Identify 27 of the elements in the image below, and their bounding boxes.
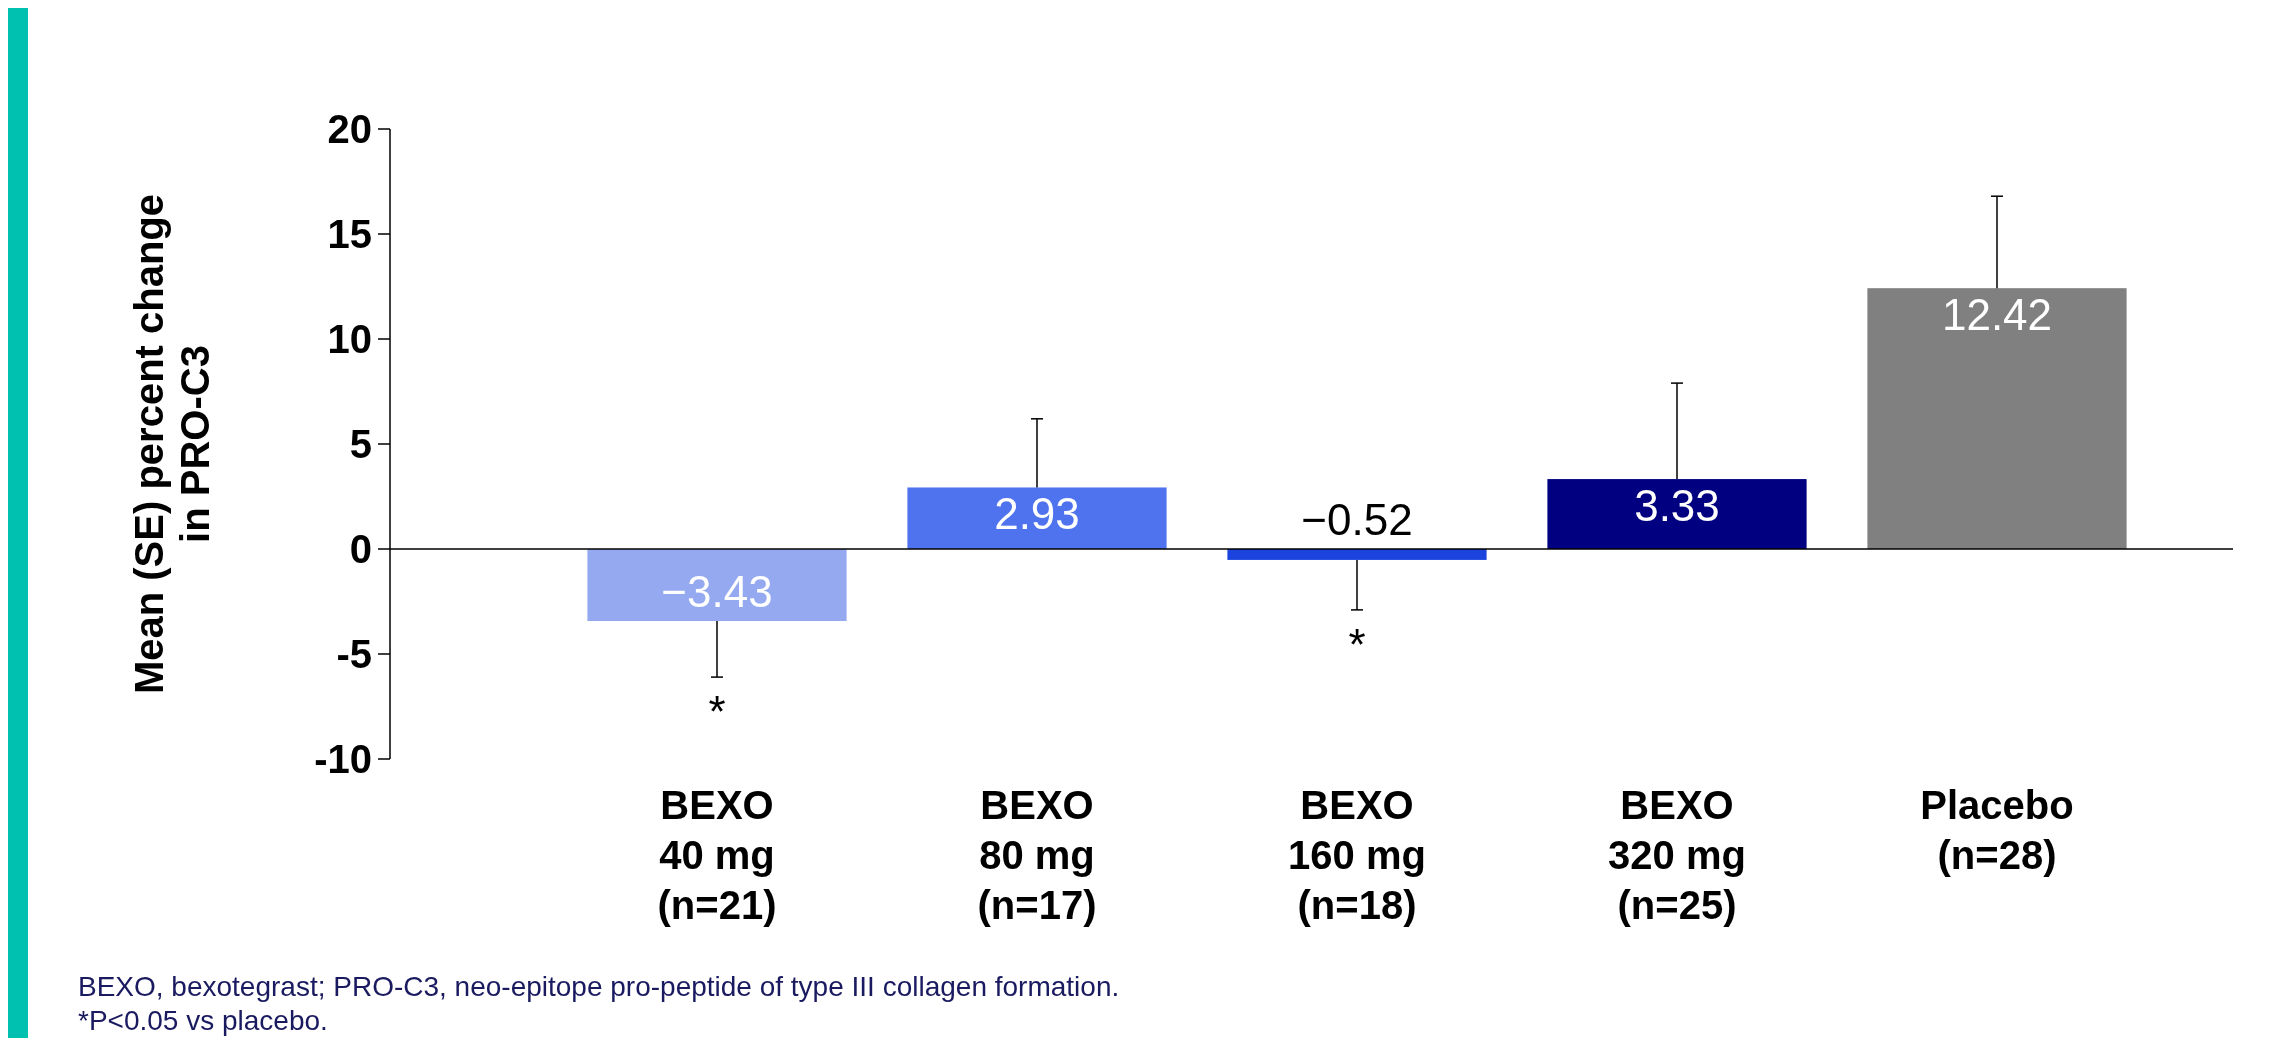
data-label: 2.93 xyxy=(994,489,1080,539)
y-tick-label: 20 xyxy=(327,107,372,151)
text: *P<0.05 vs placebo. xyxy=(78,1005,328,1036)
bar xyxy=(1227,549,1487,560)
data-label: 3.33 xyxy=(1634,481,1720,531)
y-tick-label: 0 xyxy=(349,527,372,571)
y-tick-label: -5 xyxy=(336,632,372,676)
bar xyxy=(1547,479,1807,549)
y-axis-title: Mean (SE) percent change in PRO-C3 xyxy=(127,193,217,695)
bar xyxy=(1867,288,2127,549)
x-tick-label: BEXO 160 mg (n=18) xyxy=(1288,783,1426,927)
x-tick-label: Placebo (n=28) xyxy=(1920,783,2074,877)
annotation: * xyxy=(708,687,726,737)
x-tick-label: BEXO 40 mg (n=21) xyxy=(657,783,777,927)
text: BEXO, bexotegrast; PRO-C3, neo-epitope pro-peptide of type III collagen formation. xyxy=(78,971,1120,1002)
y-tick-label: 15 xyxy=(327,212,372,256)
data-label: −0.52 xyxy=(1301,495,1413,544)
data-label: 12.42 xyxy=(1941,290,2053,340)
data-label: −3.43 xyxy=(661,567,773,617)
annotation: * xyxy=(1348,619,1366,669)
x-tick-label: BEXO 320 mg (n=25) xyxy=(1608,783,1746,927)
bar xyxy=(587,549,847,622)
y-tick-label: 10 xyxy=(327,317,372,361)
y-tick-label: -10 xyxy=(314,737,372,781)
x-tick-label: BEXO 80 mg (n=17) xyxy=(977,783,1097,927)
bar xyxy=(907,487,1167,549)
y-tick-label: 5 xyxy=(349,422,372,466)
